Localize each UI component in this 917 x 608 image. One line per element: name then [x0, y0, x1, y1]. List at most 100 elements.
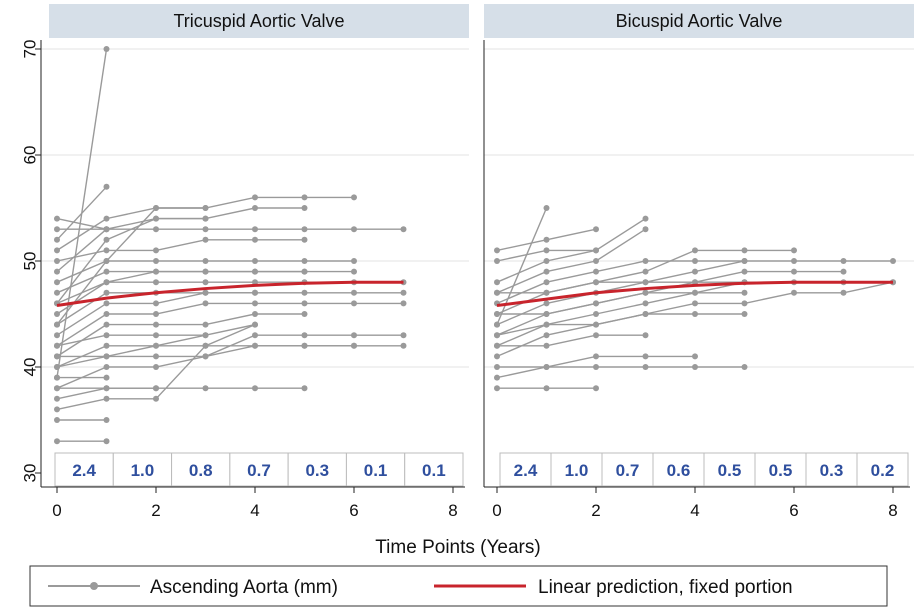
interval-box-0 — [499, 452, 552, 487]
trajectory-point — [351, 194, 357, 201]
trajectory-point — [252, 194, 258, 201]
trajectory-point — [103, 438, 110, 445]
trajectory-point — [54, 321, 60, 328]
trajectory-line — [496, 218, 646, 283]
trajectory-point — [153, 300, 159, 307]
trajectory-point — [54, 279, 60, 286]
trajectory-point — [741, 268, 748, 275]
trajectory-point — [791, 289, 797, 296]
trajectory-point — [351, 342, 357, 349]
trajectory-point — [252, 258, 258, 264]
trajectory-point — [400, 289, 407, 296]
trajectory-point — [741, 300, 748, 307]
trajectory-point — [103, 300, 110, 307]
trajectory-point — [153, 395, 159, 402]
trajectory-point — [301, 194, 308, 201]
trajectory-point — [642, 268, 649, 275]
trajectory-point — [400, 342, 407, 349]
trajectory-line — [56, 313, 305, 357]
trajectory-point — [153, 247, 159, 254]
trajectory-point — [252, 289, 258, 296]
trajectory-point — [692, 289, 698, 296]
trajectory-point — [692, 268, 698, 275]
trajectory-point — [103, 268, 110, 275]
trajectory-point — [252, 311, 258, 317]
trajectory-point — [593, 258, 599, 264]
trajectory-point — [351, 332, 357, 339]
trajectory-point — [252, 342, 258, 349]
trajectory-point — [741, 289, 748, 296]
panel-title-bicuspid: Bicuspid Aortic Valve — [616, 11, 783, 31]
trajectory-point — [103, 258, 110, 264]
trajectory-point — [543, 321, 550, 328]
trajectory-point — [54, 438, 60, 445]
interval-value-7: 0.2 — [871, 461, 895, 480]
y-tick-label-70: 70 — [20, 40, 39, 59]
trajectory-point — [791, 258, 797, 264]
trajectory-point — [252, 236, 258, 243]
interval-box-3 — [229, 452, 289, 487]
y-tick-label-50: 50 — [20, 252, 39, 271]
prediction-line — [56, 280, 404, 308]
trajectory-point — [54, 417, 60, 423]
trajectory-point — [54, 268, 60, 275]
trajectory-point — [494, 311, 500, 317]
y-tick-label-60: 60 — [20, 146, 39, 165]
trajectory-point — [642, 215, 649, 222]
trajectory-line — [56, 186, 108, 241]
trajectory-line — [496, 260, 745, 305]
trajectory-point — [252, 321, 258, 328]
trajectory-point — [54, 311, 60, 317]
trajectory-line — [56, 217, 107, 230]
trajectory-line — [496, 366, 745, 379]
trajectory-point — [54, 342, 60, 349]
trajectory-line — [496, 228, 646, 294]
x-tick-label-2: 2 — [591, 501, 600, 520]
interval-box-1 — [112, 452, 173, 487]
trajectory-point — [494, 342, 500, 349]
trajectory-line — [56, 217, 206, 273]
interval-box-5 — [345, 452, 406, 487]
interval-value-1: 1.0 — [131, 461, 155, 480]
legend-observed-marker — [90, 582, 98, 590]
interval-value-4: 0.5 — [718, 461, 742, 480]
trajectory-point — [692, 311, 698, 317]
trajectory-line — [497, 281, 745, 294]
trajectory-point — [351, 258, 357, 264]
trajectory-point — [593, 268, 599, 275]
trajectory-point — [593, 247, 599, 254]
interval-box-4 — [287, 452, 347, 487]
trajectory-point — [202, 236, 209, 243]
trajectory-point — [543, 268, 550, 275]
x-tick-label-4: 4 — [690, 501, 699, 520]
panel-header-bicuspid — [484, 4, 914, 38]
trajectory-point — [543, 279, 550, 286]
trajectory-point — [840, 268, 847, 275]
trajectory-point — [494, 321, 500, 328]
interval-value-5: 0.1 — [364, 461, 388, 480]
x-tick-label-6: 6 — [349, 501, 358, 520]
trajectory-point — [593, 364, 599, 370]
interval-value-0: 2.4 — [514, 461, 538, 480]
interval-value-3: 0.7 — [247, 461, 271, 480]
trajectory-point — [301, 268, 308, 275]
x-tick-label-8: 8 — [888, 501, 897, 520]
trajectory-point — [400, 300, 407, 307]
trajectory-point — [791, 247, 797, 254]
trajectory-point — [153, 321, 159, 328]
trajectory-point — [103, 311, 110, 317]
trajectory-point — [103, 395, 110, 402]
trajectory-line — [497, 334, 646, 347]
trajectory-point — [593, 279, 599, 286]
trajectory-point — [840, 289, 847, 296]
prediction-line — [496, 280, 893, 308]
trajectory-point — [301, 332, 308, 339]
trajectory-point — [103, 247, 110, 254]
trajectory-point — [301, 342, 308, 349]
trajectory-point — [202, 289, 209, 296]
trajectory-point — [153, 332, 159, 339]
trajectory-point — [54, 364, 60, 370]
trajectory-point — [54, 332, 60, 339]
trajectory-point — [202, 342, 209, 349]
trajectory-point — [54, 258, 60, 264]
